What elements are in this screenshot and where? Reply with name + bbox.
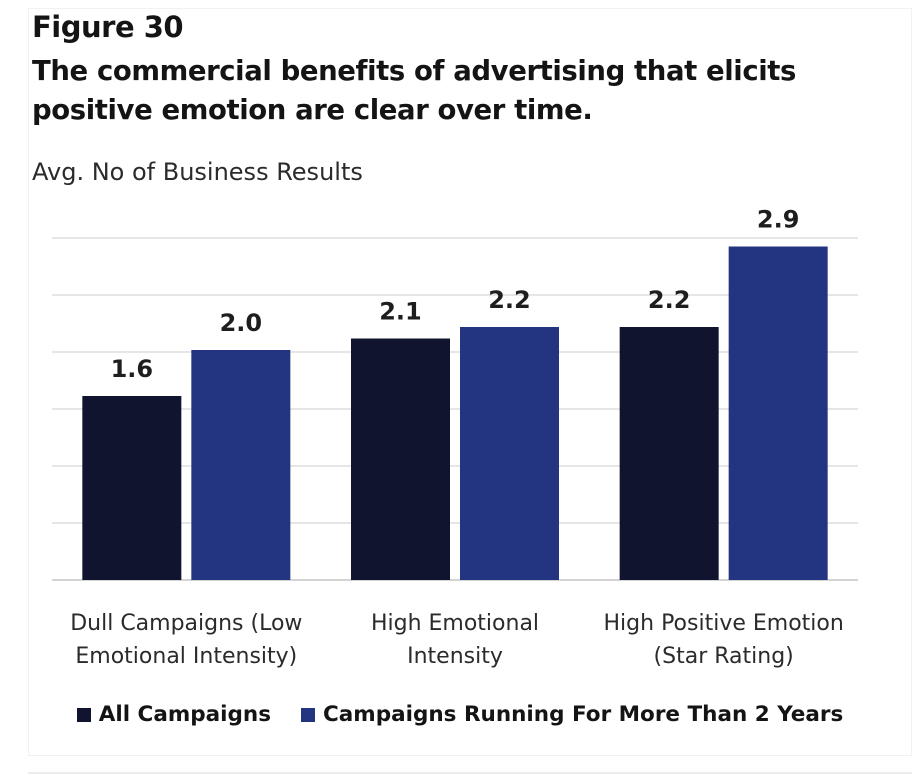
legend: All Campaigns Campaigns Running For More… (0, 702, 920, 727)
chart-title: The commercial benefits of advertising t… (32, 55, 796, 126)
data-label: 2.9 (757, 206, 800, 234)
bar (460, 327, 559, 580)
bar (351, 338, 450, 580)
divider (28, 772, 912, 774)
legend-item-long-running: Campaigns Running For More Than 2 Years (301, 702, 843, 727)
figure-label: Figure 30 (32, 10, 184, 44)
x-tick-label: Emotional Intensity) (75, 644, 297, 669)
data-label: 2.2 (488, 286, 531, 314)
legend-item-all-campaigns: All Campaigns (76, 702, 272, 727)
data-label: 2.2 (648, 286, 691, 314)
x-tick-label: Intensity (407, 644, 503, 669)
data-label: 2.0 (220, 309, 263, 337)
x-tick-label: (Star Rating) (654, 644, 794, 669)
bar (619, 327, 719, 580)
y-axis-label: Avg. No of Business Results (32, 158, 363, 186)
legend-swatch-all-campaigns (76, 707, 91, 722)
x-tick-label: Dull Campaigns (Low (70, 611, 302, 636)
legend-swatch-long-running (301, 707, 316, 722)
bar (191, 350, 291, 580)
figure-frame (28, 8, 912, 756)
bar (728, 246, 828, 580)
bar (82, 396, 182, 580)
x-tick-label: High Emotional (371, 611, 539, 636)
data-label: 2.1 (379, 298, 422, 326)
x-tick-label: High Positive Emotion (604, 611, 844, 636)
legend-label-all-campaigns: All Campaigns (98, 702, 272, 727)
data-label: 1.6 (111, 355, 154, 383)
legend-label-long-running: Campaigns Running For More Than 2 Years (323, 702, 844, 727)
